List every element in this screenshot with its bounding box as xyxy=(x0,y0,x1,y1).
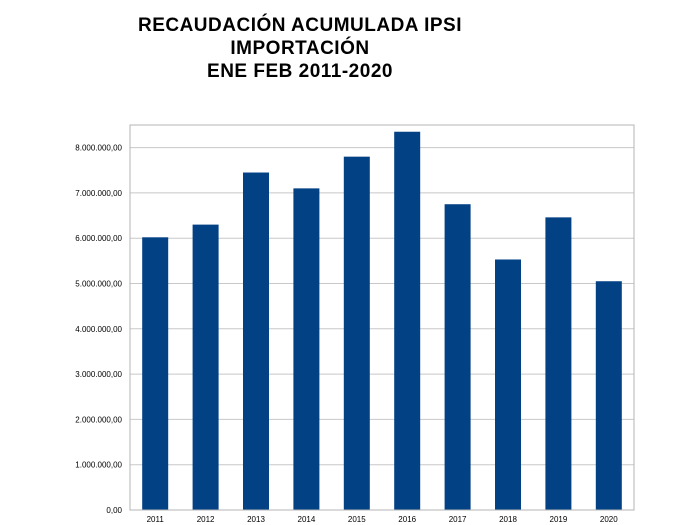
y-tick-label: 3.000.000,00 xyxy=(75,370,122,379)
chart-title: RECAUDACIÓN ACUMULADA IPSI IMPORTACIÓN E… xyxy=(0,14,600,83)
plot-area-frame xyxy=(129,124,635,511)
x-tick-label: 2012 xyxy=(197,515,215,524)
y-tick-label: 7.000.000,00 xyxy=(75,189,122,198)
bar-2017 xyxy=(444,204,471,510)
x-tick-label: 2016 xyxy=(398,515,416,524)
bar-2012 xyxy=(192,224,219,511)
chart-title-line-3: ENE FEB 2011-2020 xyxy=(207,61,393,82)
y-axis-tick-labels: 0,00 1.000.000,00 2.000.000,00 3.000.000,00… xyxy=(75,144,122,515)
y-tick-label: 6.000.000,00 xyxy=(75,234,122,243)
bar-2015 xyxy=(343,156,370,510)
x-tick-label: 2011 xyxy=(147,515,165,524)
y-tick-label: 4.000.000,00 xyxy=(75,325,122,334)
bar-2020 xyxy=(595,281,622,510)
chart-title-line-2: IMPORTACIÓN xyxy=(230,38,370,59)
chart-title-line-1: RECAUDACIÓN ACUMULADA IPSI xyxy=(137,15,463,36)
x-tick-label: 2017 xyxy=(449,515,467,524)
y-tick-label: 1.000.000,00 xyxy=(75,461,122,470)
x-axis-tick-labels: 2011 2012 2013 2014 2015 2016 2017 2018 2019 2020 xyxy=(147,515,619,524)
bar-2019 xyxy=(545,217,572,510)
bar-2016 xyxy=(394,131,421,510)
bar-2011 xyxy=(142,237,169,510)
x-tick-label: 2018 xyxy=(499,515,517,524)
y-tick-label: 5.000.000,00 xyxy=(75,280,122,289)
y-tick-label: 0,00 xyxy=(106,506,122,515)
bar-2013 xyxy=(243,172,269,510)
bars xyxy=(142,131,622,511)
y-tick-label: 2.000.000,00 xyxy=(75,415,122,424)
y-tick-label: 8.000.000,00 xyxy=(75,144,122,153)
bar-2018 xyxy=(495,259,521,510)
x-tick-label: 2014 xyxy=(298,515,316,524)
bar-2014 xyxy=(293,188,320,510)
x-tick-label: 2013 xyxy=(247,515,265,524)
x-tick-label: 2015 xyxy=(348,515,366,524)
x-tick-label: 2020 xyxy=(600,515,618,524)
x-tick-label: 2019 xyxy=(550,515,568,524)
